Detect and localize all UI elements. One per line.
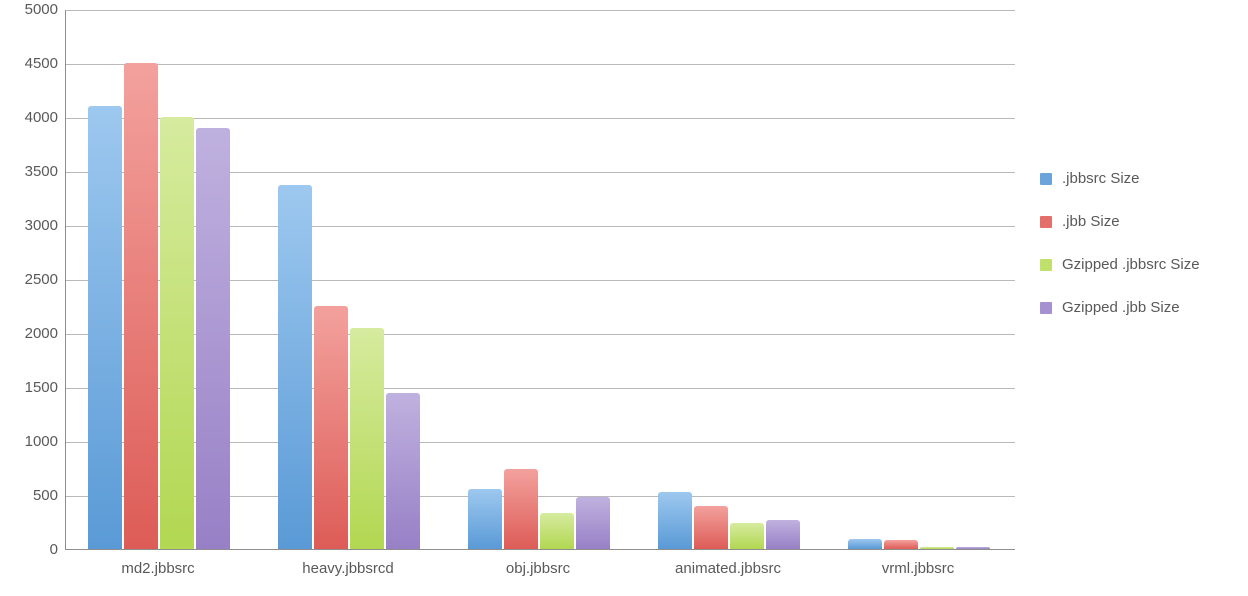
y-tick-label: 2500 <box>0 271 58 288</box>
bar <box>386 393 420 549</box>
x-tick-label: md2.jbbsrc <box>121 560 194 577</box>
bar <box>314 306 348 549</box>
bar <box>884 540 918 549</box>
legend: .jbbsrc Size .jbb Size Gzipped .jbbsrc S… <box>1040 170 1240 342</box>
legend-swatch-icon <box>1040 173 1052 185</box>
legend-swatch-icon <box>1040 302 1052 314</box>
x-tick-label: vrml.jbbsrc <box>882 560 955 577</box>
x-axis-labels: md2.jbbsrc heavy.jbbsrcd obj.jbbsrc animate… <box>65 556 1015 586</box>
y-tick-label: 3500 <box>0 163 58 180</box>
legend-item: .jbbsrc Size <box>1040 170 1240 187</box>
legend-item: Gzipped .jbb Size <box>1040 299 1240 316</box>
bar <box>576 497 610 549</box>
bar <box>468 489 502 549</box>
bar <box>504 469 538 549</box>
x-tick-label: heavy.jbbsrcd <box>302 560 393 577</box>
y-tick-label: 1000 <box>0 433 58 450</box>
bar <box>88 106 122 549</box>
legend-label: Gzipped .jbb Size <box>1062 299 1180 316</box>
bar <box>694 506 728 549</box>
bar <box>278 185 312 550</box>
y-tick-label: 4000 <box>0 109 58 126</box>
plot-area <box>65 10 1015 550</box>
legend-swatch-icon <box>1040 259 1052 271</box>
y-tick-label: 5000 <box>0 1 58 18</box>
legend-label: .jbb Size <box>1062 213 1120 230</box>
y-tick-label: 4500 <box>0 55 58 72</box>
y-tick-label: 500 <box>0 487 58 504</box>
gridline <box>66 118 1015 119</box>
legend-label: Gzipped .jbbsrc Size <box>1062 256 1200 273</box>
x-tick-label: animated.jbbsrc <box>675 560 781 577</box>
bar <box>848 539 882 549</box>
legend-label: .jbbsrc Size <box>1062 170 1140 187</box>
bar <box>196 128 230 549</box>
y-tick-label: 1500 <box>0 379 58 396</box>
bar <box>124 63 158 549</box>
y-tick-label: 0 <box>0 541 58 558</box>
x-tick-label: obj.jbbsrc <box>506 560 570 577</box>
bar <box>730 523 764 549</box>
bar <box>658 492 692 549</box>
gridline <box>66 64 1015 65</box>
file-size-bar-chart: 0 500 1000 1500 2000 2500 3000 3500 4000 4500 5000… <box>0 0 1248 596</box>
bar <box>160 117 194 549</box>
bar <box>766 520 800 549</box>
bar <box>540 513 574 549</box>
legend-item: Gzipped .jbbsrc Size <box>1040 256 1240 273</box>
bar <box>956 547 990 549</box>
bar <box>920 547 954 549</box>
gridline <box>66 10 1015 11</box>
legend-swatch-icon <box>1040 216 1052 228</box>
legend-item: .jbb Size <box>1040 213 1240 230</box>
y-tick-label: 2000 <box>0 325 58 342</box>
y-tick-label: 3000 <box>0 217 58 234</box>
bar <box>350 328 384 549</box>
